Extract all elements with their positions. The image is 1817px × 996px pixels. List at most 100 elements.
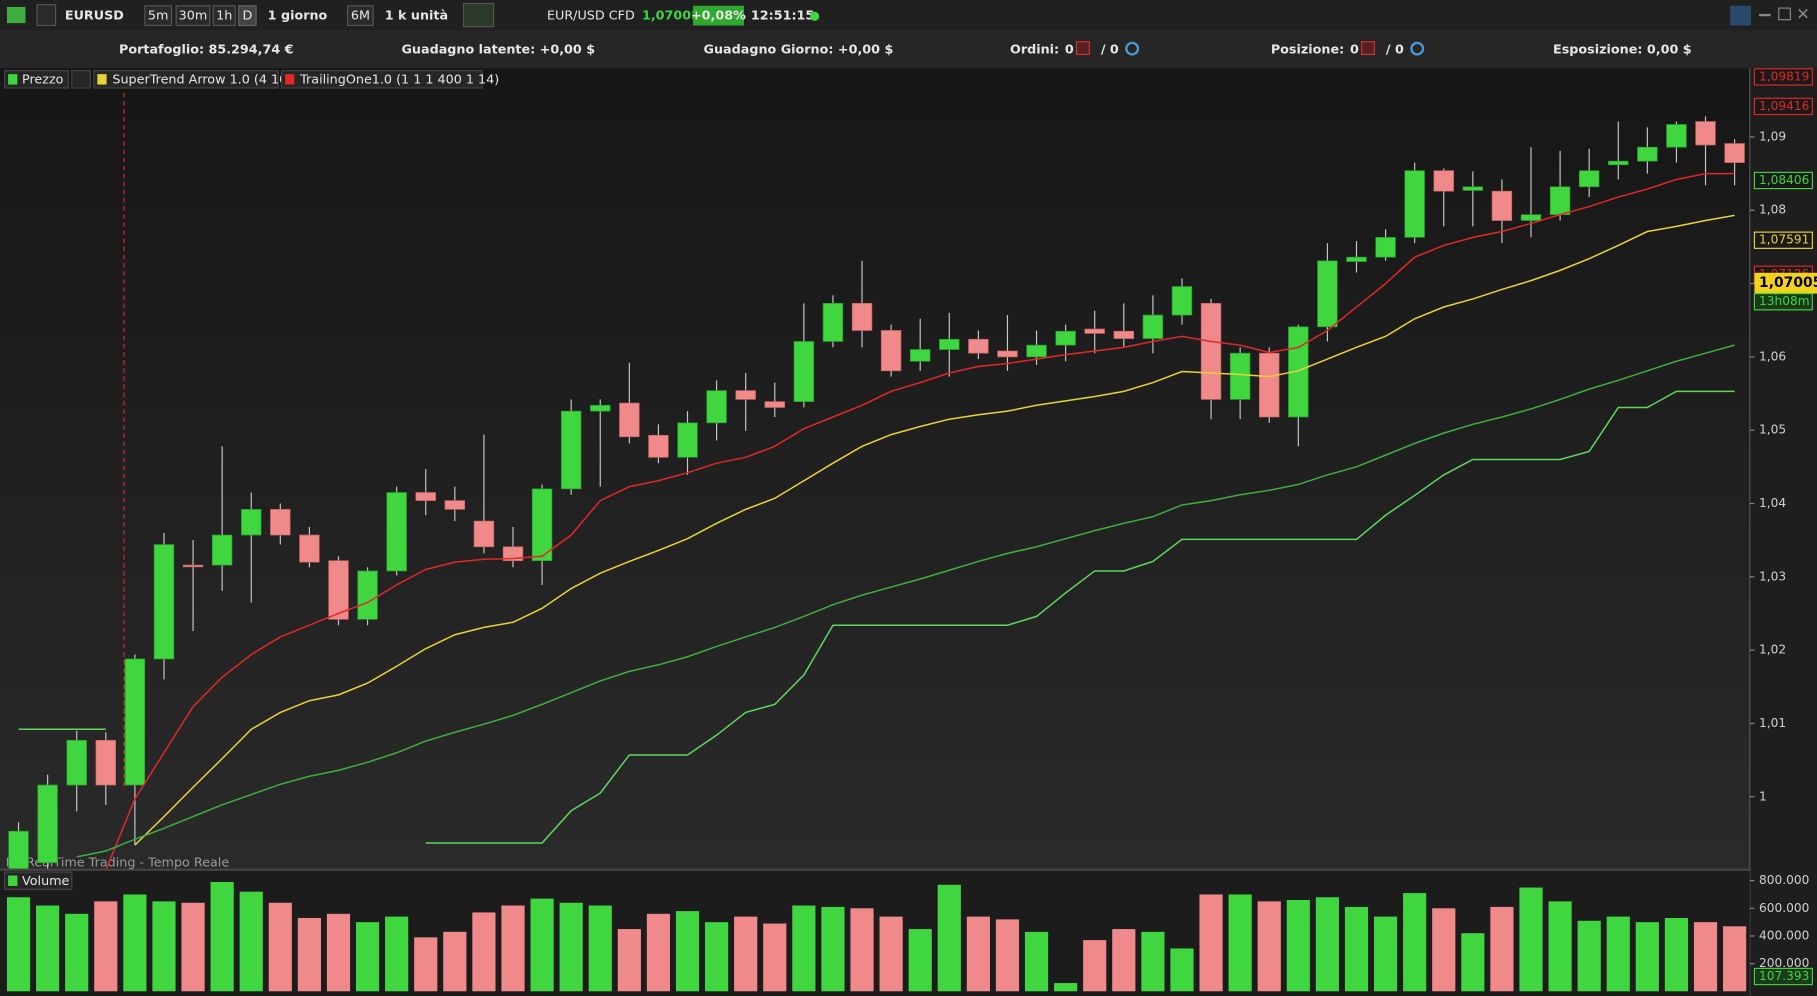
current-price: 1,07005 <box>1759 275 1817 291</box>
symbol[interactable]: EURUSD <box>65 9 124 24</box>
volume-bar <box>1315 897 1339 992</box>
close[interactable]: ✕ <box>1796 5 1810 24</box>
watermark: ProRealTime Trading - Tempo Reale <box>6 855 230 870</box>
y-tick-label: 800.000 <box>1759 873 1809 887</box>
candle-body <box>1084 328 1105 334</box>
legend-box[interactable] <box>93 70 279 89</box>
tf-button[interactable] <box>144 5 173 27</box>
volume-bar <box>1403 893 1427 992</box>
y-tick-label: 1,03 <box>1759 569 1786 583</box>
orders: 0 <box>1065 42 1074 57</box>
price-label: 1,07591 <box>1759 233 1809 247</box>
volume-bar <box>1723 926 1747 992</box>
candle-body <box>124 658 146 786</box>
volume-bar <box>850 908 874 992</box>
cancel-orders[interactable] <box>1075 41 1090 56</box>
status-dot <box>810 11 820 21</box>
tf-button[interactable] <box>238 5 257 27</box>
volume-bar <box>763 923 787 992</box>
volume-bar <box>646 913 671 992</box>
close-position[interactable] <box>1361 41 1375 56</box>
maximize[interactable] <box>1778 7 1791 21</box>
timeframes: 5m 30m 1h D <box>144 5 257 27</box>
app-icon[interactable] <box>6 6 26 24</box>
price-label: 1,08406 <box>1759 173 1809 187</box>
price-label-box <box>1753 68 1813 86</box>
candle-body <box>939 338 960 350</box>
tf-label[interactable]: 30m <box>179 9 208 24</box>
current-volume: 107.393 <box>1759 969 1809 983</box>
candle-body <box>793 341 815 402</box>
y-tick-label: 1,05 <box>1759 423 1786 437</box>
volume-bar <box>297 917 321 992</box>
price-pane <box>0 68 1750 870</box>
candle-body <box>386 492 407 572</box>
volume-bar <box>1199 894 1223 992</box>
settings-icon[interactable] <box>36 4 57 27</box>
range[interactable]: 6M <box>351 9 370 24</box>
candle-body <box>677 422 698 458</box>
price-label-box <box>1753 97 1813 116</box>
candle-body <box>706 390 727 424</box>
legend-menu[interactable] <box>71 70 91 89</box>
candle-body <box>1637 146 1658 162</box>
price-label: 1,09416 <box>1759 99 1809 113</box>
candle-body <box>1462 186 1484 191</box>
candle-body <box>1375 237 1396 258</box>
legend-label[interactable]: SuperTrend Arrow 1.0 (4 10) <box>112 72 292 87</box>
config-icon[interactable] <box>1730 5 1751 26</box>
indicator-line <box>76 344 1735 858</box>
volume-bar <box>617 929 641 992</box>
legend: Prezzo SuperTrend Arrow 1.0 (4 10) Trail… <box>4 70 499 891</box>
volume-bar <box>1606 916 1630 992</box>
y-tick-label: 400.000 <box>1759 928 1809 942</box>
y-tick-label: 200.000 <box>1759 956 1809 970</box>
volume-bar <box>210 881 234 992</box>
change: +0,08% <box>691 9 746 24</box>
volume-bar <box>1054 983 1078 992</box>
tf-label[interactable]: D <box>242 9 252 24</box>
candle-body <box>8 830 29 869</box>
volume-bar <box>36 905 60 992</box>
legend-box[interactable] <box>4 871 73 891</box>
period[interactable]: 1 giorno <box>268 9 328 24</box>
volume-bar <box>530 898 554 992</box>
indicator-button[interactable] <box>462 2 495 28</box>
tf-button[interactable] <box>175 5 211 27</box>
legend-swatch <box>97 74 107 85</box>
orders-settings[interactable] <box>1125 41 1140 56</box>
volume-bar <box>355 922 380 992</box>
candle-body <box>1229 352 1251 400</box>
tf-label[interactable]: 1h <box>216 9 232 24</box>
volume-bar <box>239 891 263 992</box>
minimize[interactable] <box>1759 13 1771 17</box>
change-badge <box>692 5 744 26</box>
volume-bar <box>1693 922 1718 992</box>
tf-button[interactable] <box>212 5 236 27</box>
legend-label[interactable]: Prezzo <box>22 72 64 87</box>
candle-body <box>1491 190 1513 221</box>
tf-label[interactable]: 5m <box>148 9 169 24</box>
volume-bar <box>181 902 205 992</box>
volume-bar <box>65 913 89 992</box>
orders-label: Ordini: <box>1010 42 1059 57</box>
y-tick-label: 1 <box>1759 789 1767 803</box>
volume-bar <box>152 901 176 992</box>
legend-box[interactable] <box>281 70 483 89</box>
legend-swatch <box>285 74 295 85</box>
volume-bar <box>966 916 990 992</box>
candle-body <box>299 534 320 563</box>
candle-body <box>328 560 349 620</box>
volume-bar <box>734 916 758 992</box>
candle-body <box>241 509 262 536</box>
candle-body <box>357 570 378 620</box>
range-button[interactable] <box>347 5 374 27</box>
units[interactable]: 1 k unità <box>385 9 448 24</box>
legend-label[interactable]: Volume <box>22 874 70 889</box>
toolbar <box>0 0 1817 31</box>
position-label: Posizione: <box>1271 42 1344 57</box>
legend-label[interactable]: TrailingOne1.0 (1 1 1 400 1 14) <box>299 72 499 87</box>
legend-box[interactable] <box>4 70 69 89</box>
candle-body <box>910 349 931 362</box>
position-settings[interactable] <box>1410 41 1425 56</box>
